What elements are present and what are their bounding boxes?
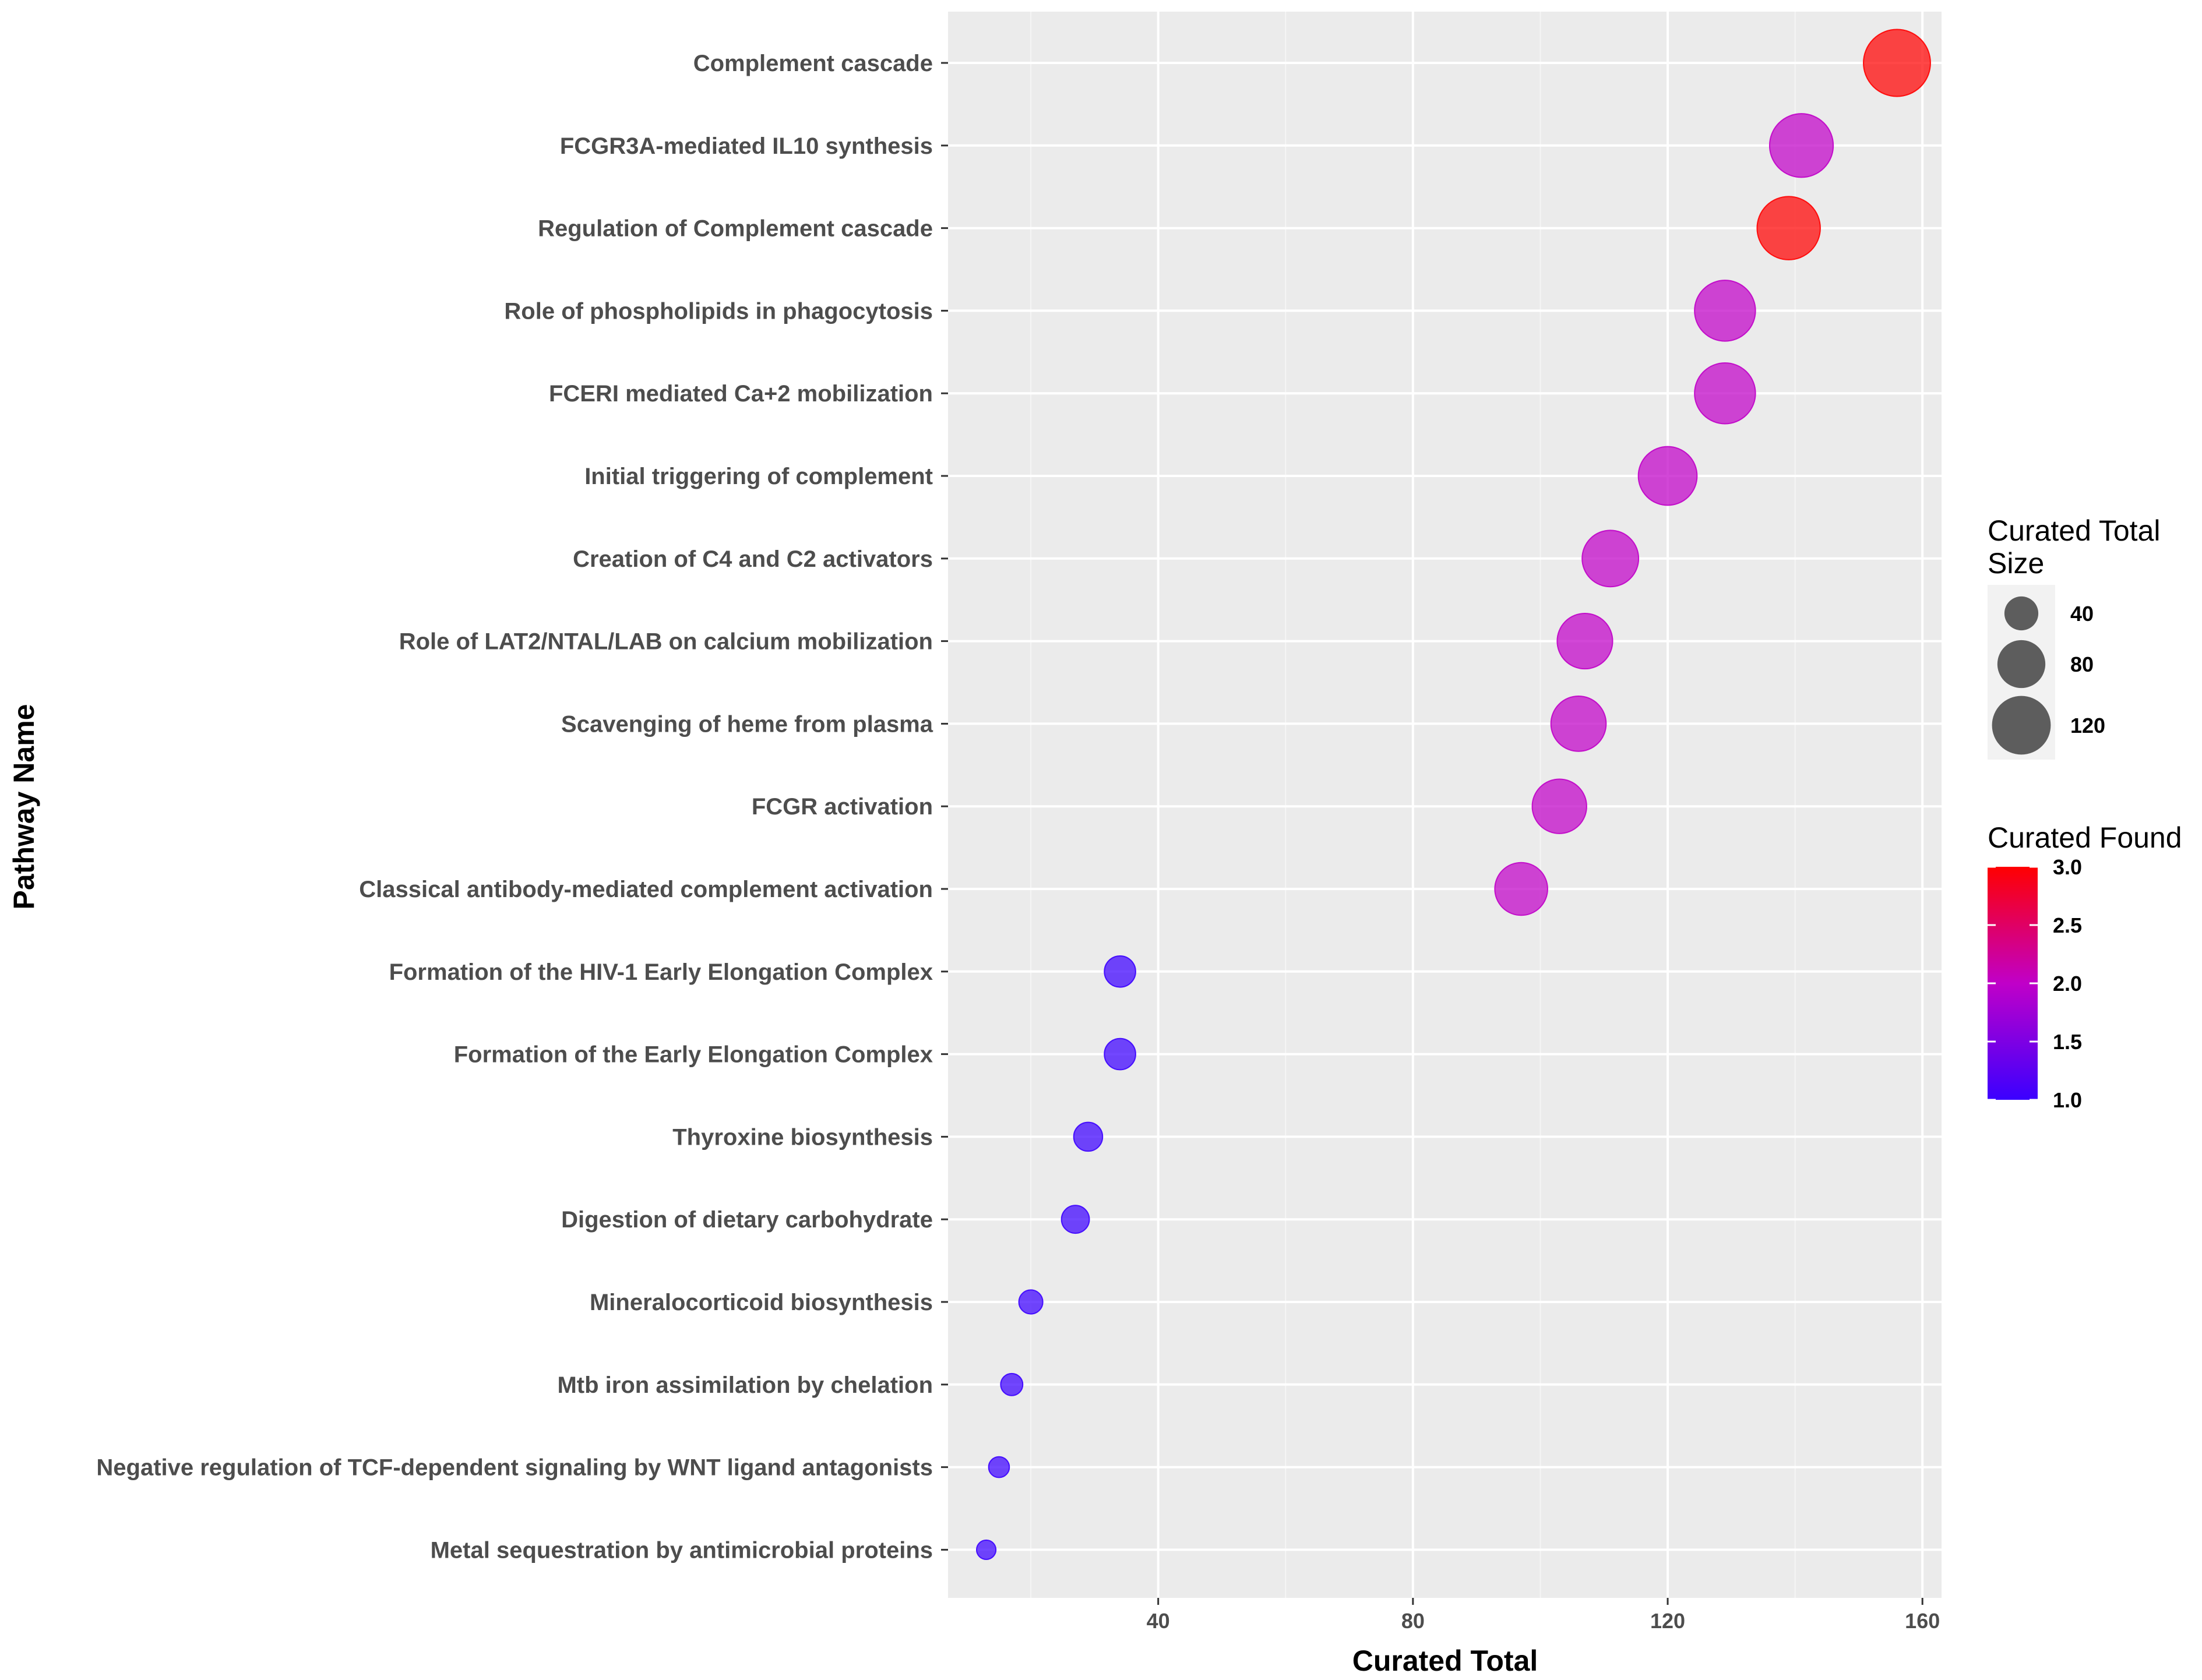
data-point <box>1768 113 1834 178</box>
size-legend-point <box>1997 640 2046 689</box>
axes: 40 80 120 160 Complement cascade FCGR3A-media… <box>96 51 1940 1633</box>
data-point <box>1104 1037 1136 1071</box>
size-legend-label: 40 <box>2070 602 2094 626</box>
color-bar-label: 1.0 <box>2053 1088 2082 1112</box>
color-bar-label: 2.5 <box>2053 913 2082 937</box>
y-tick-label: Mtb iron assimilation by chelation <box>557 1372 933 1398</box>
size-legend-label: 80 <box>2070 652 2094 676</box>
color-bar-label: 3.0 <box>2053 855 2082 879</box>
y-tick-label: Role of phospholipids in phagocytosis <box>504 298 933 324</box>
size-legend-title-line2: Size <box>1988 547 2044 580</box>
x-tick-label: 160 <box>1905 1609 1940 1633</box>
y-tick-label: Metal sequestration by antimicrobial pro… <box>431 1537 933 1563</box>
y-tick-label: Complement cascade <box>693 51 933 76</box>
data-point <box>1000 1372 1024 1396</box>
data-point <box>1694 362 1756 425</box>
data-point <box>1073 1121 1104 1152</box>
size-legend-point <box>2004 596 2039 631</box>
x-axis-title: Curated Total <box>1352 1644 1538 1677</box>
data-point <box>1018 1289 1044 1315</box>
data-point <box>1550 696 1607 752</box>
color-bar-label: 1.5 <box>2053 1030 2082 1054</box>
y-tick-label: FCGR activation <box>752 794 933 820</box>
y-tick-label: Classical antibody-mediated complement a… <box>359 877 933 902</box>
x-tick-label: 120 <box>1650 1609 1685 1633</box>
y-tick-label: Formation of the HIV-1 Early Elongation … <box>389 959 933 985</box>
color-legend-title: Curated Found <box>1988 821 2182 854</box>
data-point <box>1061 1205 1090 1234</box>
data-point <box>1637 446 1698 506</box>
x-tick-label: 40 <box>1147 1609 1170 1633</box>
y-tick-label: Role of LAT2/NTAL/LAB on calcium mobiliz… <box>399 629 933 655</box>
size-legend-point <box>1992 696 2051 755</box>
data-point <box>975 1539 997 1560</box>
y-tick-label: Creation of C4 and C2 activators <box>573 546 933 572</box>
color-bar-label: 2.0 <box>2053 972 2082 996</box>
data-point <box>1756 196 1821 260</box>
data-point <box>1104 955 1136 988</box>
y-tick-label: FCGR3A-mediated IL10 synthesis <box>560 133 933 159</box>
x-tick-label: 80 <box>1401 1609 1425 1633</box>
data-points <box>975 29 1931 1560</box>
plot-panel <box>948 12 1942 1598</box>
y-tick-label: Formation of the Early Elongation Comple… <box>454 1042 933 1068</box>
color-legend: Curated Found 3.0 2.5 2.0 1.5 1.0 <box>1988 821 2182 1112</box>
y-tick-label: Digestion of dietary carbohydrate <box>561 1207 933 1233</box>
data-point <box>988 1456 1010 1478</box>
color-bar <box>1988 867 2038 1100</box>
size-legend-label: 120 <box>2070 714 2105 737</box>
y-tick-label: Thyroxine biosynthesis <box>672 1124 933 1150</box>
data-point <box>1494 862 1548 916</box>
data-point <box>1556 613 1613 670</box>
data-point <box>1863 29 1931 97</box>
y-tick-label: Negative regulation of TCF-dependent sig… <box>96 1455 933 1481</box>
data-point <box>1581 530 1640 588</box>
size-legend: Curated Total Size 40 80 120 <box>1988 514 2160 760</box>
y-tick-label: Mineralocorticoid biosynthesis <box>590 1290 933 1315</box>
data-point <box>1531 778 1587 834</box>
data-point <box>1694 280 1756 342</box>
size-legend-title-line1: Curated Total <box>1988 514 2160 547</box>
y-tick-label: Regulation of Complement cascade <box>538 216 933 242</box>
y-tick-label: FCERI mediated Ca+2 mobilization <box>549 381 933 407</box>
y-tick-label: Scavenging of heme from plasma <box>561 711 933 737</box>
y-tick-label: Initial triggering of complement <box>584 464 933 489</box>
y-axis-title: Pathway Name <box>8 704 40 910</box>
